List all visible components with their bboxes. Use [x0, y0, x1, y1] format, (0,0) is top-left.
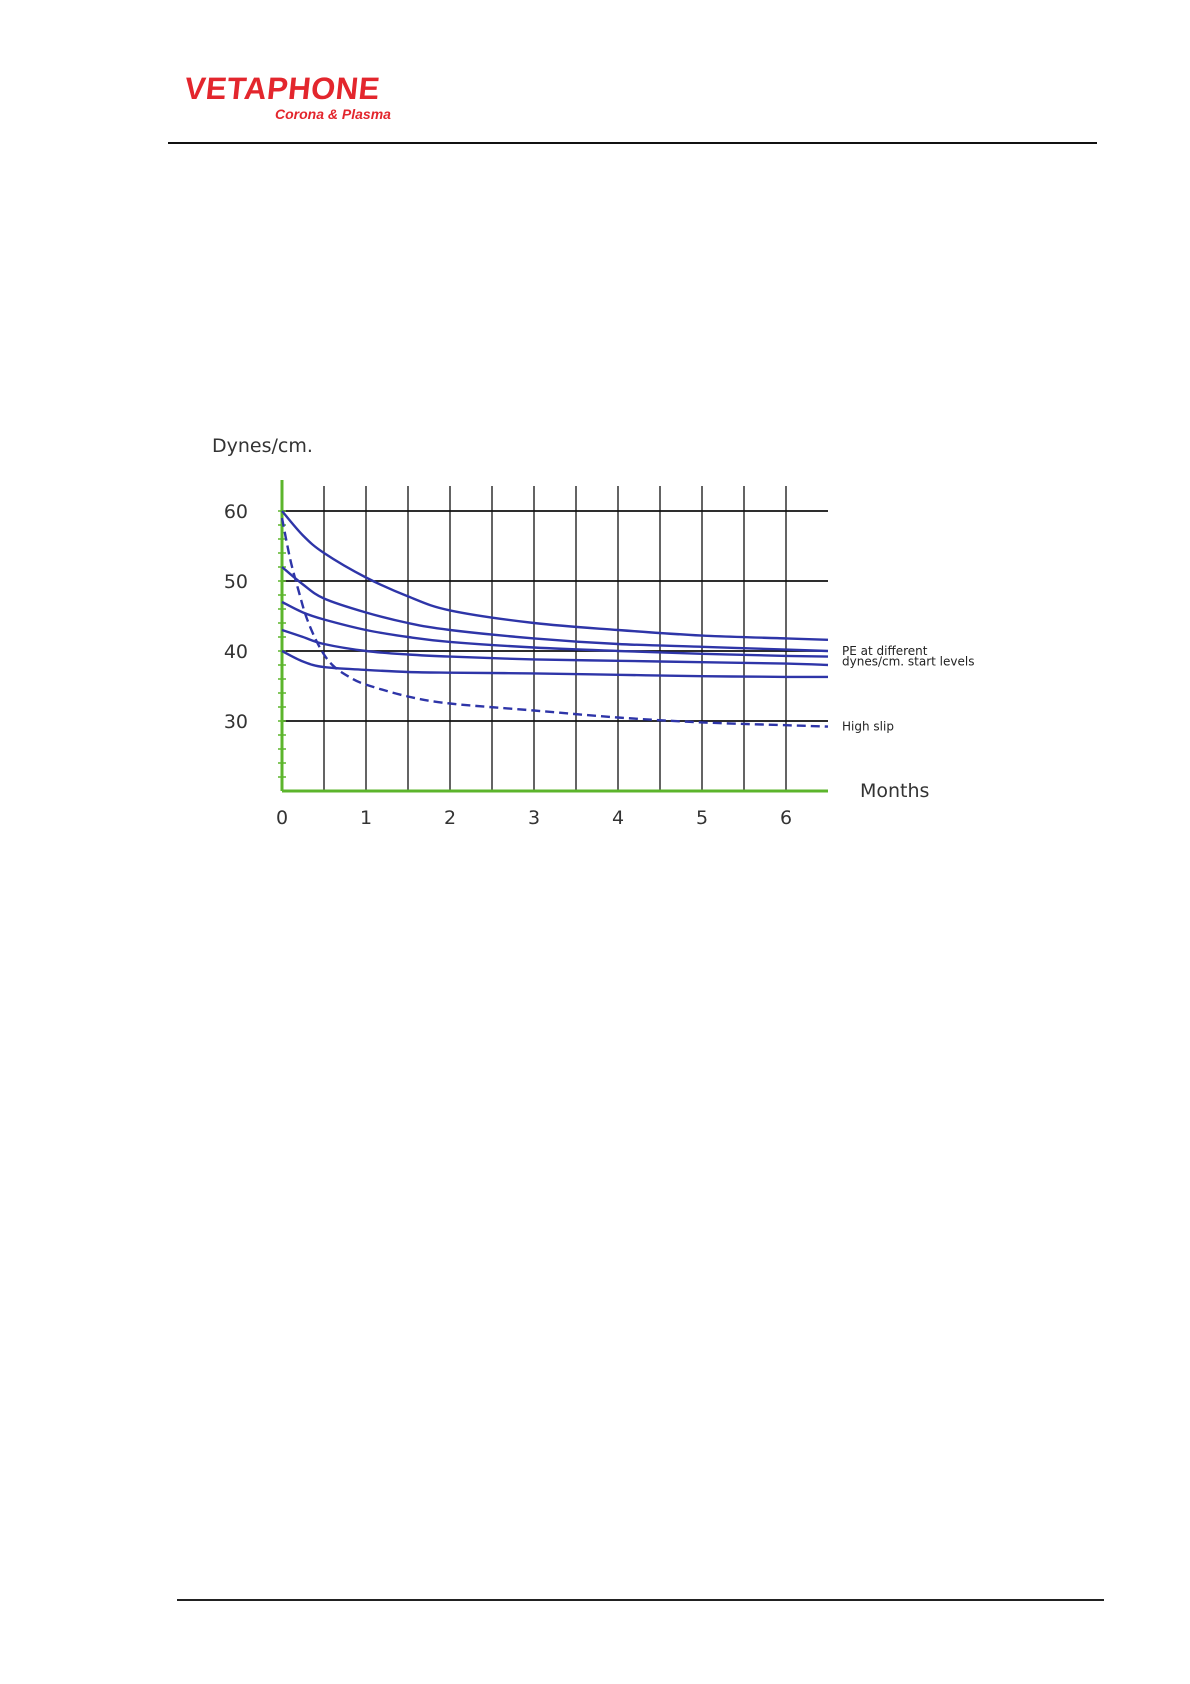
logo-wordmark: VETAPHONE: [183, 71, 382, 106]
chart-annotation: High slip: [842, 720, 894, 734]
x-axis-title: Months: [860, 780, 929, 802]
chart-series: [280, 510, 829, 728]
vetaphone-logo: VETAPHONE Corona & Plasma: [183, 71, 413, 124]
chart-annotation: PE at different: [842, 644, 928, 658]
pe-curve-2: [281, 566, 829, 653]
pe-curve-4: [281, 628, 829, 667]
pe-curve-1: [281, 510, 829, 641]
x-tick-label: 6: [780, 807, 792, 829]
y-tick-label: 40: [224, 641, 248, 663]
chart-tick-labels: 0 1 2 3 4 5 6 30 40 50 60: [224, 501, 792, 829]
y-tick-label: 60: [224, 501, 248, 523]
y-tick-label: 30: [224, 711, 248, 733]
header-divider: [168, 142, 1097, 144]
y-tick-label: 50: [224, 571, 248, 593]
x-tick-label: 1: [360, 807, 372, 829]
logo-tagline: Corona & Plasma: [275, 106, 391, 122]
high-slip-curve: [280, 517, 829, 728]
pe-curve-3: [281, 600, 829, 658]
chart-axes: [278, 480, 828, 793]
x-tick-label: 4: [612, 807, 624, 829]
x-tick-label: 3: [528, 807, 540, 829]
pe-curve-5: [281, 649, 829, 679]
x-tick-label: 2: [444, 807, 456, 829]
chart-grid: [282, 486, 828, 791]
chart-annotation: dynes/cm. start levels: [842, 655, 974, 669]
x-tick-label: 0: [276, 807, 288, 829]
y-axis-title: Dynes/cm.: [212, 435, 313, 457]
x-tick-label: 5: [696, 807, 708, 829]
surface-tension-chart: 0 1 2 3 4 5 6 30 40 50 60 Dynes/cm. Months PE at d…: [212, 435, 974, 829]
footer-divider: [177, 1599, 1104, 1601]
